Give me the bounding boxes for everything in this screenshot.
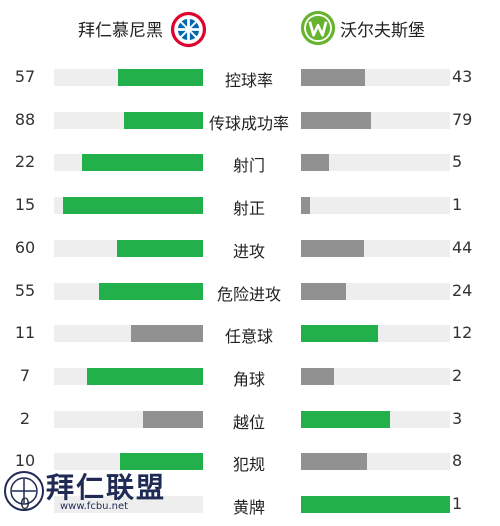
watermark-url: www.fcbu.net [60,501,129,512]
away-stat-value: 43 [452,67,473,86]
stat-row: 55 危险进攻 24 [0,271,500,313]
watermark-logo-icon [4,471,44,511]
away-stat-bar [301,197,310,215]
stat-row: 60 进攻 44 [0,228,500,270]
away-stat-bar-track [301,367,450,385]
away-stat-bar-track [301,282,450,300]
wolfsburg-logo-icon [300,10,336,46]
stat-label: 任意球 [224,327,273,347]
away-stat-value: 12 [452,323,473,343]
home-stat-bar-track [54,69,203,86]
home-stat-bar [120,453,203,471]
away-stat-bar [301,410,390,428]
away-stat-value: 24 [452,280,473,300]
home-stat-bar [82,154,203,172]
home-stat-bar [118,69,203,86]
home-stat-value: 7 [19,365,31,385]
away-stat-value: 8 [452,451,463,471]
home-stat-bar-track [54,410,203,428]
home-stat-value: 57 [14,67,36,86]
home-stat-value: 22 [14,152,36,172]
away-stat-bar-track [301,453,450,471]
home-team-name: 拜仁慕尼黑 [78,21,163,41]
home-stat-bar-track [54,367,203,385]
away-stat-bar-track [301,111,450,129]
stat-row: 15 射正 1 [0,185,500,227]
away-stat-value: 5 [452,152,463,172]
away-stat-value: 1 [452,494,463,513]
away-stat-bar [301,69,365,86]
home-stat-bar-track [54,111,203,129]
away-stat-bar-track [301,410,450,428]
away-stat-bar-track [301,154,450,172]
stat-row: 88 传球成功率 79 [0,100,500,142]
home-stat-value: 2 [19,408,31,428]
away-stat-bar [301,453,367,471]
home-stat-bar-track [54,282,203,300]
away-stat-value: 44 [452,237,473,257]
home-stat-bar-track [54,453,203,471]
away-stat-bar [301,496,450,513]
bayern-logo-icon [170,11,207,48]
away-stat-bar [301,325,378,343]
away-stat-bar [301,111,371,129]
home-stat-bar-track [54,496,203,513]
stat-row: 10 犯规 8 [0,441,500,483]
home-stat-value: 11 [14,323,36,343]
home-stat-bar [117,239,203,257]
stat-label: 射门 [232,156,265,176]
home-stat-bar-track [54,197,203,215]
away-stat-bar-track [301,239,450,257]
away-stat-value: 2 [452,365,463,385]
stat-label: 角球 [232,369,265,389]
stat-label: 危险进攻 [216,284,281,304]
watermark-text: 拜仁联盟 [46,471,167,504]
home-stat-value: 88 [14,109,36,129]
stat-row: 0 黄牌 1 [0,484,500,526]
home-stat-value: 60 [14,237,36,257]
away-stat-value: 3 [452,408,463,428]
away-stat-bar [301,154,329,172]
home-stat-bar-track [54,154,203,172]
home-stat-value: 15 [14,195,36,215]
away-stat-bar [301,282,346,300]
match-header: 拜仁慕尼黑 沃尔夫斯堡 [0,0,500,58]
home-stat-value: 55 [14,280,36,300]
away-stat-bar-track [301,69,450,86]
home-stat-bar [87,367,203,385]
stat-label: 控球率 [224,71,273,90]
stat-row: 11 任意球 12 [0,313,500,355]
stat-label: 传球成功率 [208,113,289,133]
stat-label: 黄牌 [232,498,265,517]
home-stat-bar [99,282,203,300]
watermark: 拜仁联盟 www.fcbu.net [0,456,170,515]
stat-row: 2 越位 3 [0,399,500,441]
home-stat-bar-track [54,239,203,257]
stat-row: 7 角球 2 [0,356,500,398]
away-stat-bar-track [301,496,450,513]
stat-label: 犯规 [232,455,265,475]
away-team-name: 沃尔夫斯堡 [340,21,425,41]
stat-row: 57 控球率 43 [0,57,500,99]
stat-label: 进攻 [232,241,265,261]
home-stat-bar-track [54,325,203,343]
stat-label: 越位 [232,412,265,432]
home-stat-bar [131,325,203,343]
home-stat-value: 10 [14,451,36,471]
away-stat-bar [301,239,364,257]
away-stat-bar-track [301,197,450,215]
away-stat-value: 79 [452,109,473,129]
away-stat-value: 1 [452,195,463,215]
home-stat-bar [124,111,203,129]
home-stat-bar [143,410,203,428]
home-stat-bar [63,197,203,215]
away-stat-bar-track [301,325,450,343]
away-stat-bar [301,367,334,385]
stat-label: 射正 [232,199,265,219]
stat-row: 22 射门 5 [0,142,500,184]
